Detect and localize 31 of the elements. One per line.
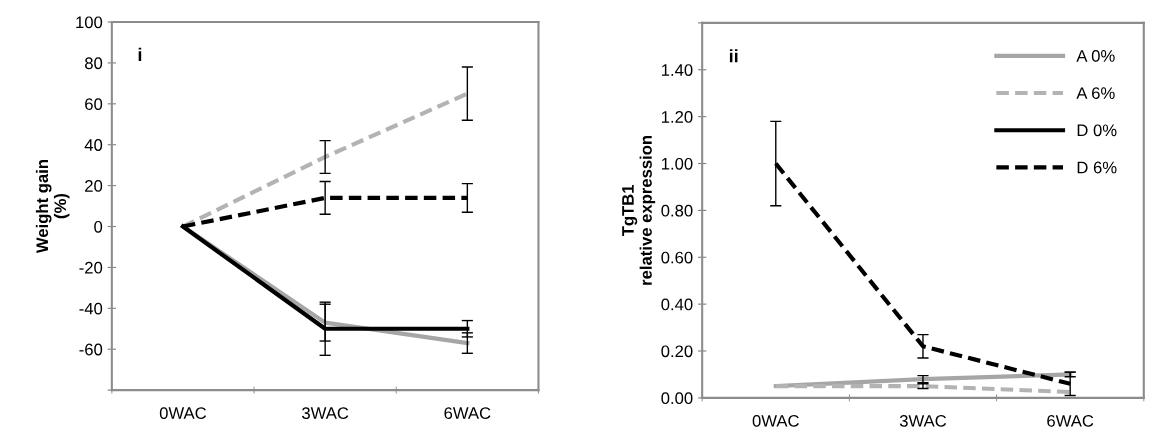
legend-label: D 6% — [1077, 161, 1117, 174]
y-axis-title: TgTB1 relative expression — [622, 135, 656, 285]
y-tick-label: 20 — [85, 180, 103, 192]
y-tick-label: 1.40 — [661, 64, 693, 76]
y-tick-label: 80 — [85, 57, 103, 70]
y-tick-label: 0.60 — [661, 251, 693, 264]
x-tick-label: 0WAC — [752, 414, 799, 427]
x-tick-label: 6WAC — [444, 407, 491, 419]
y-tick-label: 60 — [85, 98, 103, 111]
legend-label: A 6% — [1076, 87, 1115, 100]
y-tick-label: 0.40 — [661, 298, 693, 311]
y-tick-label: 100 — [76, 16, 103, 29]
y-tick-label: -40 — [79, 302, 103, 315]
y-tick-label: -20 — [79, 261, 103, 274]
legend-label: D 0% — [1077, 124, 1117, 137]
y-tick-label: 0.80 — [661, 204, 693, 217]
y-tick-label: 40 — [84, 139, 103, 151]
x-tick-label: 6WAC — [1047, 414, 1094, 427]
x-tick-label: 3WAC — [302, 407, 349, 419]
y-axis-title: Weight gain (%) — [35, 160, 70, 254]
annotation: i — [138, 47, 142, 61]
y-tick-label: 0.00 — [661, 392, 693, 405]
y-tick-label: -60 — [79, 343, 103, 356]
y-tick-label: 1.20 — [661, 111, 693, 123]
y-tick-label: 0.20 — [661, 345, 693, 358]
x-tick-label: 3WAC — [899, 414, 947, 427]
annotation: ii — [729, 49, 738, 63]
legend-label: A 0% — [1076, 50, 1115, 62]
y-tick-label: 0 — [94, 220, 103, 233]
y-tick-label: 1.00 — [661, 157, 693, 170]
x-tick-label: 0WAC — [159, 407, 207, 419]
